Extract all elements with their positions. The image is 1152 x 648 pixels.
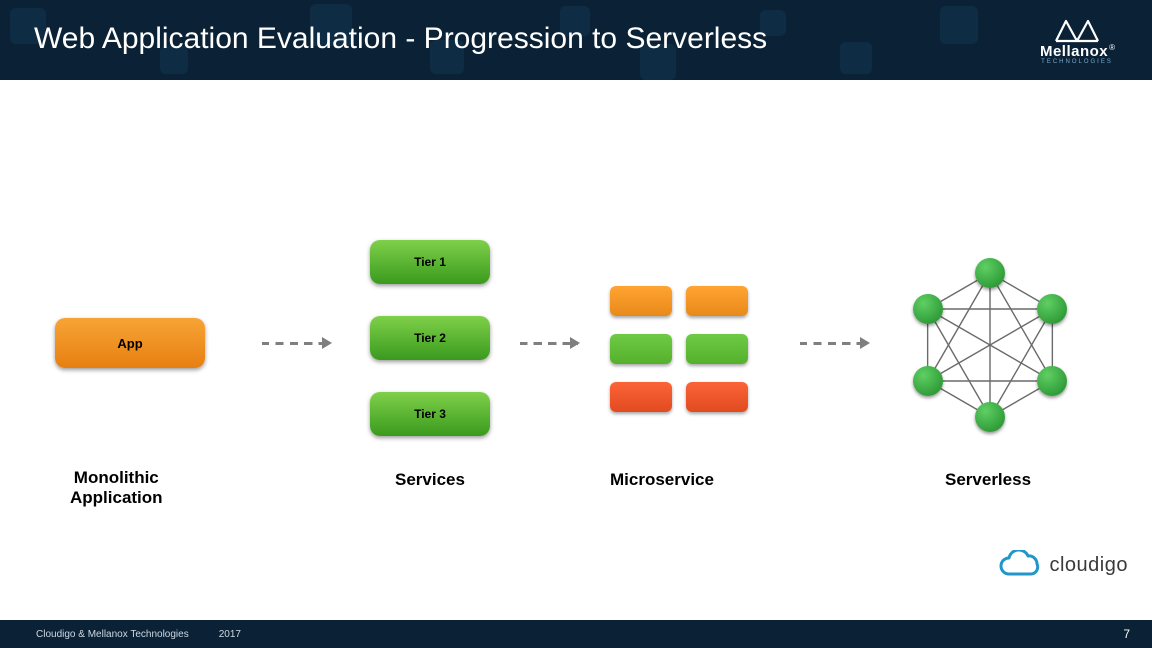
slide-title: Web Application Evaluation - Progression… bbox=[34, 22, 767, 56]
serverless-node bbox=[975, 402, 1005, 432]
microservice-column-label: Microservice bbox=[610, 470, 714, 490]
services-column-label: Services bbox=[395, 470, 465, 490]
microservice-block bbox=[610, 286, 672, 316]
serverless-node bbox=[913, 366, 943, 396]
mellanox-logo-icon bbox=[1054, 17, 1100, 43]
services-tier-1-box: Tier 1 bbox=[370, 240, 490, 284]
progression-arrow bbox=[262, 342, 330, 344]
cloudigo-logo: cloudigo bbox=[995, 550, 1128, 580]
cloudigo-text: cloudigo bbox=[1049, 554, 1128, 577]
page-number: 7 bbox=[1123, 627, 1130, 641]
microservice-block bbox=[686, 334, 748, 364]
footer-copyright: Cloudigo & Mellanox Technologies bbox=[0, 629, 189, 640]
serverless-node bbox=[913, 294, 943, 324]
services-tier-2-box: Tier 2 bbox=[370, 316, 490, 360]
header-bar: Web Application Evaluation - Progression… bbox=[0, 0, 1152, 80]
footer-year: 2017 bbox=[189, 629, 241, 640]
microservice-block bbox=[686, 286, 748, 316]
microservice-block bbox=[686, 382, 748, 412]
serverless-node bbox=[975, 258, 1005, 288]
microservice-block bbox=[610, 334, 672, 364]
diagram-canvas: App MonolithicApplication Tier 1 Tier 2 … bbox=[0, 80, 1152, 620]
tier-label: Tier 1 bbox=[414, 255, 446, 269]
monolithic-app-box: App bbox=[55, 318, 205, 368]
serverless-column-label: Serverless bbox=[945, 470, 1031, 490]
progression-arrow bbox=[520, 342, 578, 344]
footer-bar: Cloudigo & Mellanox Technologies 2017 7 bbox=[0, 620, 1152, 648]
cloud-icon bbox=[995, 550, 1043, 580]
monolithic-column-label: MonolithicApplication bbox=[70, 468, 163, 508]
progression-arrow bbox=[800, 342, 868, 344]
tier-label: Tier 2 bbox=[414, 331, 446, 345]
tier-label: Tier 3 bbox=[414, 407, 446, 421]
monolithic-app-label: App bbox=[117, 336, 142, 351]
mellanox-logo: Mellanox® TECHNOLOGIES bbox=[1022, 6, 1132, 76]
microservice-block bbox=[610, 382, 672, 412]
services-tier-3-box: Tier 3 bbox=[370, 392, 490, 436]
